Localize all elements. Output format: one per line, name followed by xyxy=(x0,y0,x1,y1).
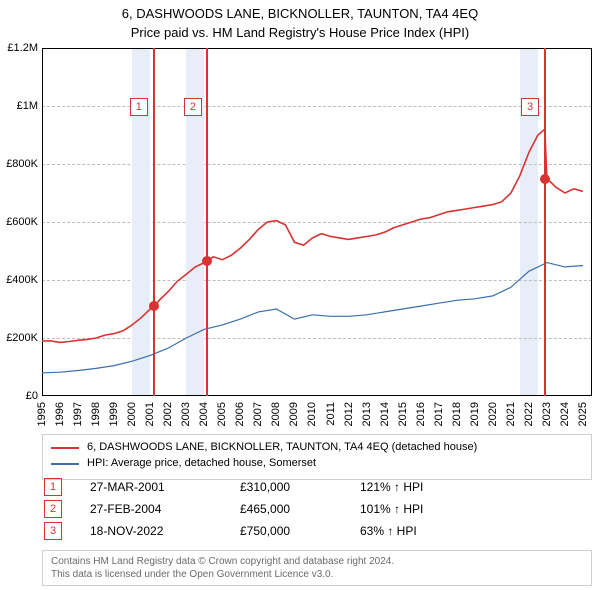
sale-change: 101% ↑ HPI xyxy=(360,502,500,516)
x-axis-label: 2014 xyxy=(379,402,391,426)
footer-line2: This data is licensed under the Open Gov… xyxy=(51,568,583,581)
x-axis-label: 2010 xyxy=(306,402,318,426)
sale-number-box: 2 xyxy=(44,500,62,518)
sale-marker xyxy=(202,256,212,266)
series-property xyxy=(42,129,583,342)
sale-number-box: 3 xyxy=(44,522,62,540)
y-axis-label: £800K xyxy=(2,158,38,170)
x-axis-label: 2022 xyxy=(523,402,535,426)
sale-date: 27-MAR-2001 xyxy=(90,480,240,494)
sale-number-box: 1 xyxy=(130,98,148,116)
x-axis-label: 1998 xyxy=(90,402,102,426)
sale-date: 27-FEB-2004 xyxy=(90,502,240,516)
chart-svg xyxy=(42,48,592,396)
y-axis-label: £600K xyxy=(2,216,38,228)
y-axis-label: £400K xyxy=(2,274,38,286)
sale-marker xyxy=(540,174,550,184)
x-axis-label: 2023 xyxy=(541,402,553,426)
y-axis-label: £0 xyxy=(2,390,38,402)
series-hpi xyxy=(42,263,583,373)
sale-number-box: 3 xyxy=(521,98,539,116)
x-axis-label: 2020 xyxy=(487,402,499,426)
x-axis-label: 2019 xyxy=(469,402,481,426)
x-axis-label: 2004 xyxy=(198,402,210,426)
x-axis-label: 2018 xyxy=(451,402,463,426)
x-axis-label: 2003 xyxy=(180,402,192,426)
x-axis-label: 2001 xyxy=(144,402,156,426)
sale-date: 18-NOV-2022 xyxy=(90,524,240,538)
y-axis-label: £1M xyxy=(2,100,38,112)
sales-table: 1 27-MAR-2001£310,000121% ↑ HPI 2 27-FEB-20… xyxy=(42,476,592,542)
chart-plot-area: 1 2 3 xyxy=(42,48,592,396)
x-axis-label: 2009 xyxy=(288,402,300,426)
x-axis-label: 2013 xyxy=(361,402,373,426)
sale-price: £310,000 xyxy=(240,480,360,494)
sale-number-box: 2 xyxy=(184,98,202,116)
x-axis-label: 2005 xyxy=(216,402,228,426)
sale-marker xyxy=(149,301,159,311)
x-axis-label: 2012 xyxy=(343,402,355,426)
sale-change: 63% ↑ HPI xyxy=(360,524,500,538)
x-axis-label: 2011 xyxy=(325,402,337,426)
footer-line1: Contains HM Land Registry data © Crown c… xyxy=(51,555,583,568)
x-axis-label: 1996 xyxy=(54,402,66,426)
x-axis-label: 2006 xyxy=(234,402,246,426)
title-area: 6, DASHWOODS LANE, BICKNOLLER, TAUNTON, … xyxy=(0,4,600,40)
x-axis-label: 2021 xyxy=(505,402,517,426)
x-axis-label: 2007 xyxy=(252,402,264,426)
legend-swatch-hpi xyxy=(51,463,79,465)
x-axis-label: 2017 xyxy=(433,402,445,426)
sale-price: £750,000 xyxy=(240,524,360,538)
x-axis-label: 1999 xyxy=(108,402,120,426)
chart-title-address: 6, DASHWOODS LANE, BICKNOLLER, TAUNTON, … xyxy=(0,4,600,21)
sales-row: 2 27-FEB-2004£465,000101% ↑ HPI xyxy=(42,498,592,520)
x-axis-label: 2008 xyxy=(270,402,282,426)
legend-row: HPI: Average price, detached house, Some… xyxy=(51,456,583,471)
y-axis-label: £200K xyxy=(2,332,38,344)
sales-row: 3 18-NOV-2022£750,00063% ↑ HPI xyxy=(42,520,592,542)
chart-container: 6, DASHWOODS LANE, BICKNOLLER, TAUNTON, … xyxy=(0,0,600,590)
sale-vline xyxy=(153,48,155,396)
sale-change: 121% ↑ HPI xyxy=(360,480,500,494)
x-axis-label: 1997 xyxy=(72,402,84,426)
legend-label-property: 6, DASHWOODS LANE, BICKNOLLER, TAUNTON, … xyxy=(87,440,477,455)
legend-label-hpi: HPI: Average price, detached house, Some… xyxy=(87,456,316,471)
x-axis-label: 2024 xyxy=(559,402,571,426)
sale-price: £465,000 xyxy=(240,502,360,516)
sale-number-box: 1 xyxy=(44,478,62,496)
footer-box: Contains HM Land Registry data © Crown c… xyxy=(42,550,592,586)
x-axis-label: 2002 xyxy=(162,402,174,426)
x-axis-label: 1995 xyxy=(36,402,48,426)
x-axis-label: 2015 xyxy=(397,402,409,426)
legend-box: 6, DASHWOODS LANE, BICKNOLLER, TAUNTON, … xyxy=(42,434,592,480)
x-axis-label: 2016 xyxy=(415,402,427,426)
x-axis-label: 2025 xyxy=(577,402,589,426)
sales-row: 1 27-MAR-2001£310,000121% ↑ HPI xyxy=(42,476,592,498)
legend-row: 6, DASHWOODS LANE, BICKNOLLER, TAUNTON, … xyxy=(51,440,583,455)
chart-subtitle: Price paid vs. HM Land Registry's House … xyxy=(0,25,600,40)
y-axis-label: £1.2M xyxy=(2,42,38,54)
sale-vline xyxy=(544,48,546,396)
sale-vline xyxy=(206,48,208,396)
x-axis-label: 2000 xyxy=(126,402,138,426)
legend-swatch-property xyxy=(51,447,79,449)
